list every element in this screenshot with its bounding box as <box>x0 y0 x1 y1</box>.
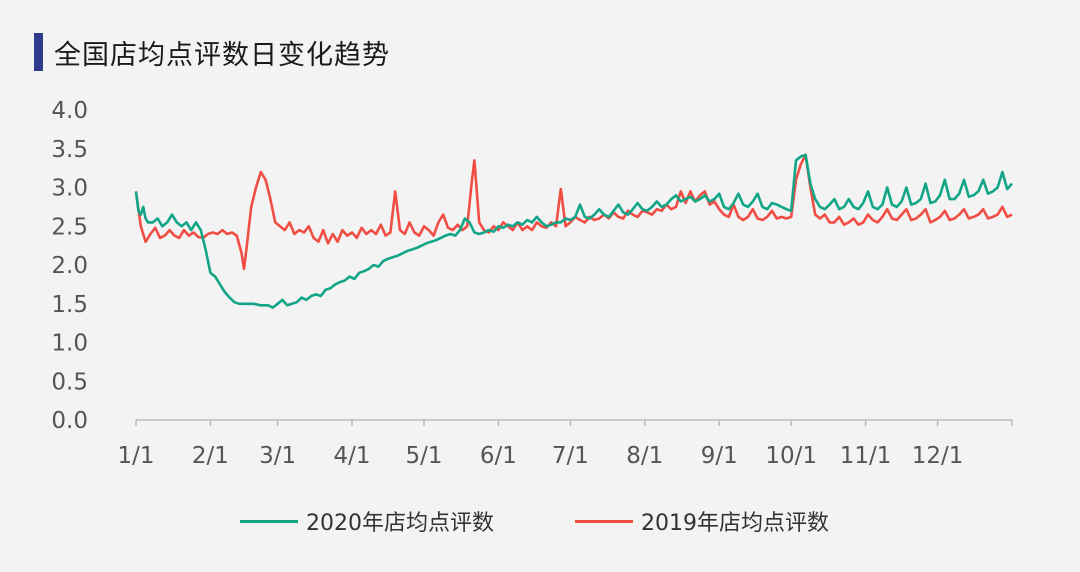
x-tick-label: 1/1 <box>117 443 154 469</box>
x-tick-label: 4/1 <box>333 443 370 469</box>
y-tick-label: 0.5 <box>51 369 88 395</box>
x-tick-label: 10/1 <box>765 443 817 469</box>
legend-label-2019: 2019年店均点评数 <box>641 511 829 536</box>
title-accent-bar <box>34 33 43 71</box>
y-tick-label: 1.0 <box>51 331 88 357</box>
legend-item-2020: 2020年店均点评数 <box>240 504 494 538</box>
x-tick-label: 3/1 <box>259 443 296 469</box>
x-tick-label: 2/1 <box>192 443 229 469</box>
chart-title-block: 全国店均点评数日变化趋势 <box>34 33 390 71</box>
y-tick-label: 0.0 <box>51 408 88 434</box>
line-chart: 0.0 0.5 1.0 1.5 2.0 2.5 3.0 3.5 4.0 1/1 2/1 3/1 4/1 5… <box>51 98 1013 469</box>
chart-title: 全国店均点评数日变化趋势 <box>54 39 390 71</box>
chart-legend: 2020年店均点评数 2019年店均点评数 <box>0 504 1080 538</box>
series-line-2019 <box>134 153 1013 271</box>
x-tick-label: 5/1 <box>405 443 442 469</box>
series-line-2020 <box>134 153 1013 309</box>
y-tick-label: 2.5 <box>51 214 88 240</box>
x-tick-label: 8/1 <box>626 443 663 469</box>
y-tick-label: 2.0 <box>51 253 88 279</box>
legend-swatch-2019 <box>575 519 633 523</box>
x-tick-label: 12/1 <box>912 443 964 469</box>
y-tick-label: 3.0 <box>51 176 88 202</box>
y-tick-label: 3.5 <box>51 137 88 163</box>
x-tick-label: 9/1 <box>701 443 738 469</box>
x-tick-label: 7/1 <box>552 443 589 469</box>
legend-item-2019: 2019年店均点评数 <box>575 504 829 538</box>
legend-swatch-2020 <box>240 519 298 523</box>
y-tick-label: 1.5 <box>51 292 88 318</box>
x-tick-label: 6/1 <box>480 443 517 469</box>
y-tick-label: 4.0 <box>51 98 88 124</box>
x-tick-label: 11/1 <box>840 443 892 469</box>
legend-label-2020: 2020年店均点评数 <box>306 511 494 536</box>
